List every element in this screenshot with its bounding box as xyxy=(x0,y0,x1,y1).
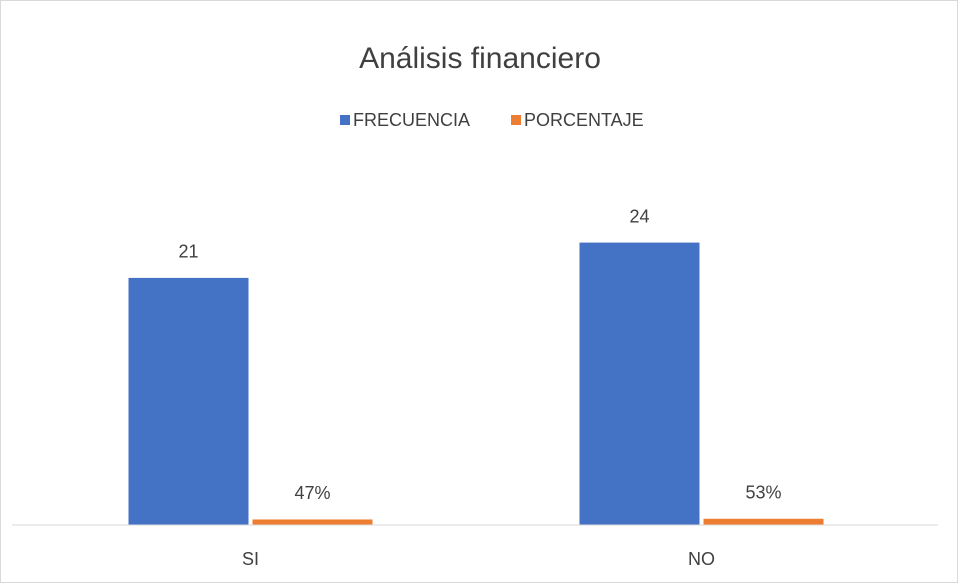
data-label: 21 xyxy=(178,242,198,262)
bar xyxy=(128,277,249,525)
bar xyxy=(703,518,824,525)
legend-label: FRECUENCIA xyxy=(353,110,470,130)
legend-swatch xyxy=(340,115,350,125)
legend-label: PORCENTAJE xyxy=(524,110,644,130)
bar xyxy=(252,519,373,525)
x-tick-label: SI xyxy=(242,549,259,569)
data-label: 53% xyxy=(745,483,781,503)
bar xyxy=(579,242,700,525)
legend-swatch xyxy=(511,115,521,125)
chart-title: Análisis financiero xyxy=(359,42,601,75)
data-label: 47% xyxy=(294,483,330,503)
x-tick-label: NO xyxy=(688,549,715,569)
data-label: 24 xyxy=(629,206,649,226)
